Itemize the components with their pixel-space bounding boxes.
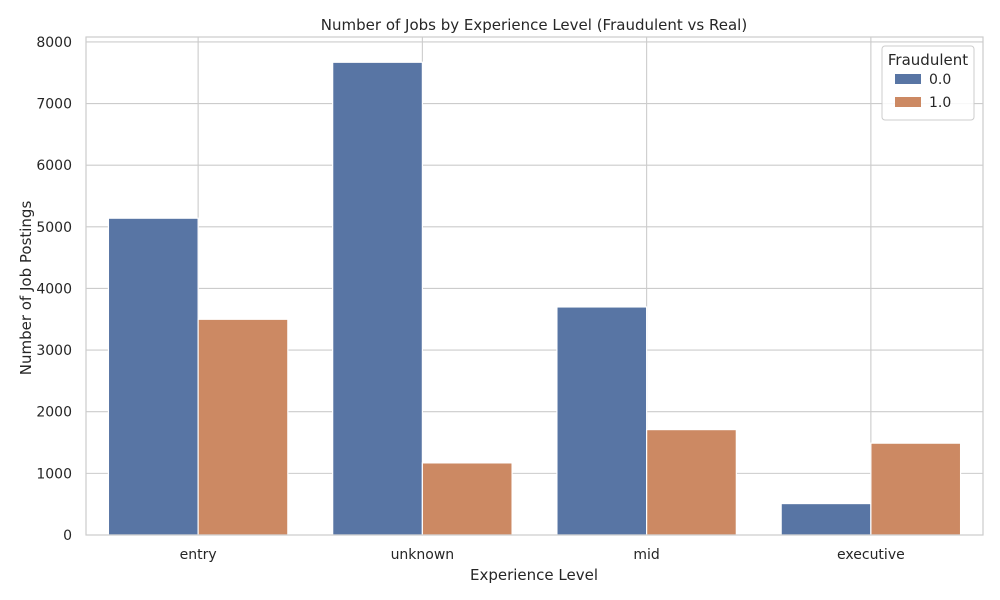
bar-mid-series-1: [646, 429, 737, 536]
y-tick-label: 0: [63, 528, 72, 544]
y-tick-labels: 0 1000 2000 3000 4000 5000 6000 7000 8000: [36, 35, 72, 544]
y-tick-label: 1000: [36, 466, 72, 482]
y-tick-label: 4000: [36, 281, 72, 297]
bar-executive-series-0: [780, 502, 872, 536]
legend-entry-0: 0.0: [929, 72, 951, 88]
legend-entry-1: 1.0: [929, 95, 951, 111]
bar-unknown-series-0: [332, 61, 423, 536]
legend-swatch-1: [895, 97, 921, 107]
bar-entry-series-1: [197, 318, 289, 536]
bar-unknown-series-1: [421, 462, 513, 536]
y-tick-label: 2000: [36, 405, 72, 421]
legend-title: Fraudulent: [888, 51, 968, 69]
y-axis-label: Number of Job Postings: [17, 201, 35, 376]
bar-mid-series-0: [556, 306, 648, 536]
legend-swatch-0: [895, 74, 921, 84]
x-tick-labels: entry unknown mid executive: [180, 547, 905, 563]
bars: [107, 61, 962, 536]
x-tick-label: mid: [633, 547, 659, 563]
y-tick-label: 6000: [36, 158, 72, 174]
x-tick-label: executive: [837, 547, 905, 563]
bar-executive-series-1: [870, 442, 962, 536]
bar-entry-series-0: [107, 217, 199, 536]
y-tick-label: 5000: [36, 220, 72, 236]
x-axis-label: Experience Level: [470, 566, 598, 584]
legend: Fraudulent 0.0 1.0: [881, 45, 975, 121]
plot-frame: [85, 36, 984, 536]
chart-title: Number of Jobs by Experience Level (Frau…: [321, 16, 747, 34]
x-tick-label: unknown: [391, 547, 455, 563]
y-tick-label: 3000: [36, 343, 72, 359]
y-tick-label: 7000: [36, 97, 72, 113]
x-tick-label: entry: [180, 547, 217, 563]
y-tick-label: 8000: [36, 35, 72, 51]
